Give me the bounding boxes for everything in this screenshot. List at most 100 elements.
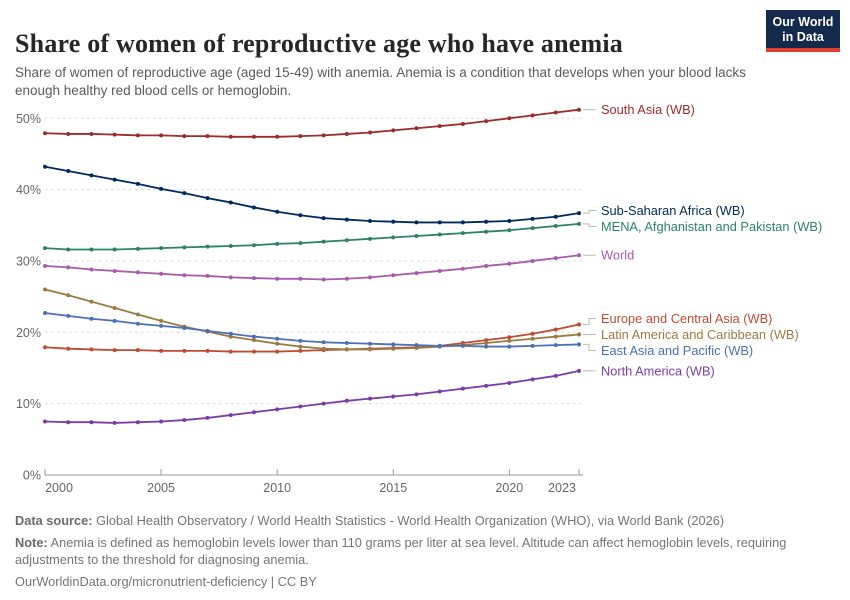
data-point[interactable]	[89, 316, 94, 321]
data-point[interactable]	[275, 407, 280, 412]
data-point[interactable]	[159, 271, 164, 276]
data-point[interactable]	[484, 338, 489, 343]
data-point[interactable]	[577, 221, 581, 226]
data-point[interactable]	[414, 271, 419, 276]
data-point[interactable]	[112, 177, 117, 182]
data-point[interactable]	[182, 418, 187, 423]
data-point[interactable]	[298, 338, 303, 343]
data-point[interactable]	[507, 116, 512, 121]
data-point[interactable]	[205, 348, 210, 353]
data-point[interactable]	[159, 246, 164, 251]
data-point[interactable]	[577, 332, 581, 337]
data-point[interactable]	[507, 344, 512, 349]
data-point[interactable]	[577, 211, 581, 216]
series-label[interactable]: Sub-Saharan Africa (WB)	[601, 203, 745, 218]
data-point[interactable]	[43, 164, 47, 169]
data-point[interactable]	[484, 383, 489, 388]
data-point[interactable]	[135, 246, 140, 251]
data-point[interactable]	[112, 318, 117, 323]
data-point[interactable]	[437, 389, 442, 394]
data-point[interactable]	[275, 341, 280, 346]
data-point[interactable]	[577, 368, 581, 373]
data-point[interactable]	[205, 244, 210, 249]
data-point[interactable]	[228, 243, 233, 248]
data-point[interactable]	[182, 245, 187, 250]
data-point[interactable]	[553, 110, 558, 115]
data-point[interactable]	[460, 121, 465, 126]
data-point[interactable]	[159, 133, 164, 138]
data-point[interactable]	[577, 342, 581, 347]
series-label[interactable]: MENA, Afghanistan and Pakistan (WB)	[601, 219, 822, 234]
data-point[interactable]	[275, 209, 280, 214]
data-point[interactable]	[391, 235, 396, 240]
data-point[interactable]	[298, 134, 303, 139]
data-point[interactable]	[89, 247, 94, 252]
data-point[interactable]	[228, 331, 233, 336]
data-point[interactable]	[43, 311, 47, 316]
data-point[interactable]	[414, 343, 419, 348]
data-point[interactable]	[66, 169, 71, 174]
data-point[interactable]	[298, 348, 303, 353]
data-point[interactable]	[344, 276, 349, 281]
data-point[interactable]	[530, 336, 535, 341]
data-point[interactable]	[228, 349, 233, 354]
data-point[interactable]	[460, 220, 465, 225]
data-point[interactable]	[344, 131, 349, 136]
data-point[interactable]	[414, 392, 419, 397]
data-point[interactable]	[43, 263, 47, 268]
series-line[interactable]	[44, 369, 580, 424]
data-point[interactable]	[43, 345, 47, 350]
data-point[interactable]	[368, 236, 373, 241]
data-point[interactable]	[391, 394, 396, 399]
data-point[interactable]	[66, 131, 71, 136]
data-point[interactable]	[89, 267, 94, 272]
data-point[interactable]	[205, 134, 210, 139]
series-line[interactable]	[44, 165, 580, 224]
data-point[interactable]	[112, 306, 117, 311]
data-point[interactable]	[437, 343, 442, 348]
data-point[interactable]	[159, 323, 164, 328]
series-line[interactable]	[44, 108, 580, 138]
data-point[interactable]	[553, 334, 558, 339]
data-point[interactable]	[159, 318, 164, 323]
data-point[interactable]	[275, 241, 280, 246]
data-point[interactable]	[89, 299, 94, 304]
data-point[interactable]	[275, 134, 280, 139]
data-point[interactable]	[89, 347, 94, 352]
data-point[interactable]	[182, 134, 187, 139]
data-point[interactable]	[66, 265, 71, 270]
data-point[interactable]	[530, 343, 535, 348]
data-point[interactable]	[205, 415, 210, 420]
data-point[interactable]	[159, 419, 164, 424]
data-point[interactable]	[530, 216, 535, 221]
data-point[interactable]	[484, 341, 489, 346]
data-point[interactable]	[530, 331, 535, 336]
series-line[interactable]	[44, 288, 580, 351]
data-point[interactable]	[228, 275, 233, 280]
data-point[interactable]	[298, 344, 303, 349]
data-point[interactable]	[484, 219, 489, 224]
data-point[interactable]	[577, 253, 581, 258]
data-point[interactable]	[182, 273, 187, 278]
data-point[interactable]	[460, 386, 465, 391]
data-point[interactable]	[321, 340, 326, 345]
data-point[interactable]	[460, 231, 465, 236]
data-point[interactable]	[135, 321, 140, 326]
citation-link[interactable]: OurWorldinData.org/micronutrient-deficie…	[15, 574, 317, 589]
data-point[interactable]	[251, 334, 256, 339]
owid-logo[interactable]: Our World in Data	[766, 10, 840, 52]
data-point[interactable]	[135, 181, 140, 186]
series-line[interactable]	[44, 254, 580, 281]
series-label[interactable]: Latin America and Caribbean (WB)	[601, 327, 799, 342]
data-point[interactable]	[251, 205, 256, 210]
data-point[interactable]	[437, 268, 442, 273]
data-point[interactable]	[43, 131, 47, 136]
data-point[interactable]	[507, 228, 512, 233]
data-point[interactable]	[368, 275, 373, 280]
data-point[interactable]	[368, 396, 373, 401]
data-point[interactable]	[228, 134, 233, 139]
data-point[interactable]	[414, 345, 419, 350]
data-point[interactable]	[135, 312, 140, 317]
data-point[interactable]	[43, 287, 47, 292]
data-point[interactable]	[66, 346, 71, 351]
